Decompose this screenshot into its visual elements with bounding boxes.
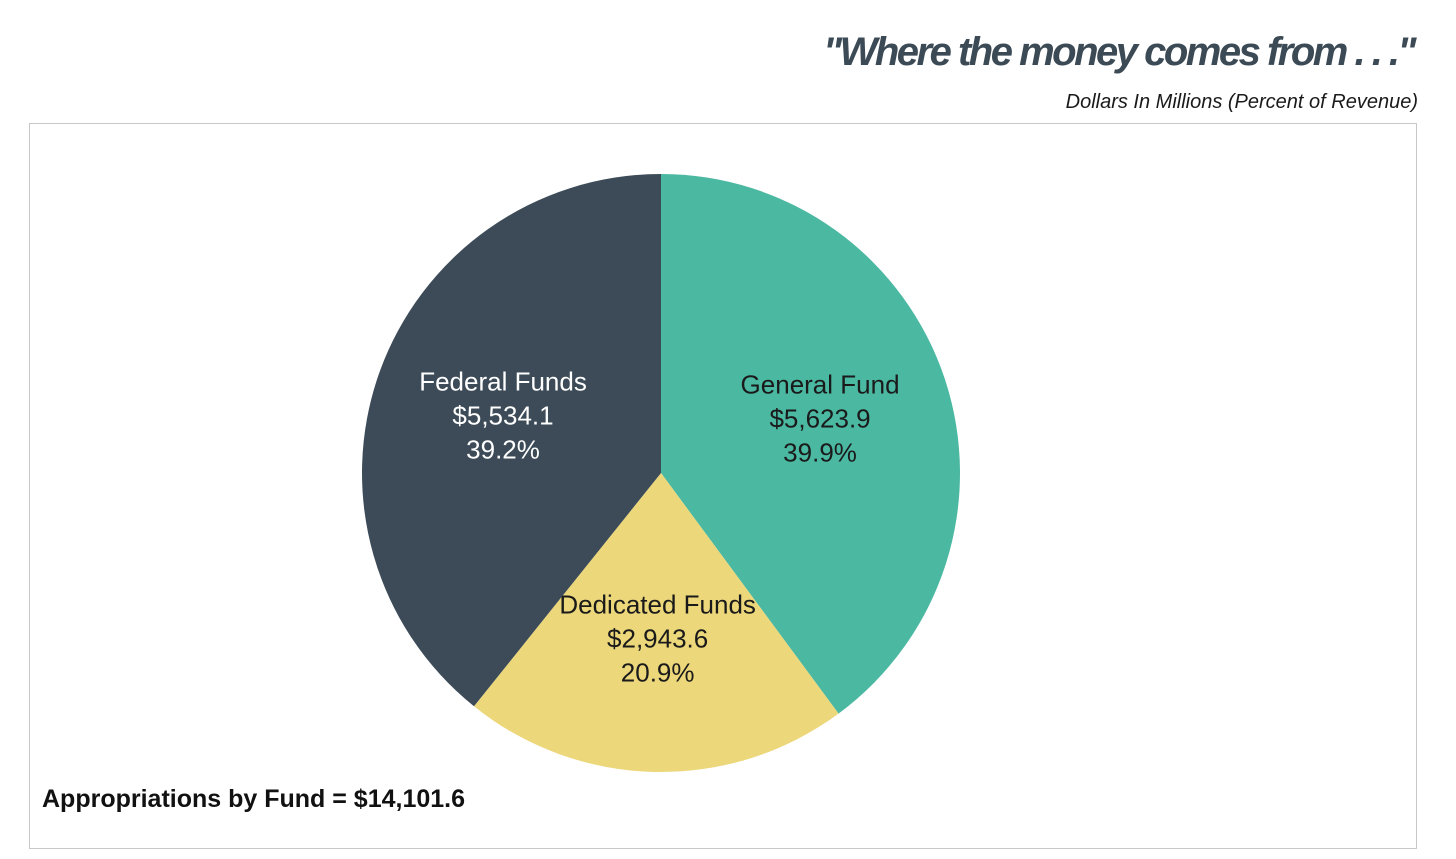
slice-label-federal-funds: Federal Funds bbox=[419, 366, 587, 396]
slice-percent-dedicated-funds: 20.9% bbox=[621, 657, 695, 687]
chart-subtitle: Dollars In Millions (Percent of Revenue) bbox=[1065, 91, 1418, 113]
pie-slice-dedicated-funds bbox=[473, 473, 839, 772]
slice-value-dedicated-funds: $2,943.6 bbox=[607, 623, 708, 653]
slice-percent-general-fund: 39.9% bbox=[783, 438, 857, 468]
pie-slice-federal-funds bbox=[362, 174, 661, 707]
slice-label-general-fund: General Fund bbox=[741, 370, 900, 400]
slice-percent-federal-funds: 39.2% bbox=[466, 434, 540, 464]
slice-label-dedicated-funds: Dedicated Funds bbox=[559, 589, 756, 619]
slice-value-general-fund: $5,623.9 bbox=[769, 404, 870, 434]
pie-slice-general-fund bbox=[661, 174, 960, 714]
chart-title: "Where the money comes from . . ." bbox=[823, 30, 1416, 74]
chart-frame bbox=[29, 123, 1417, 849]
total-label: Appropriations by Fund = $14,101.6 bbox=[42, 785, 466, 813]
slice-value-federal-funds: $5,534.1 bbox=[452, 400, 553, 430]
